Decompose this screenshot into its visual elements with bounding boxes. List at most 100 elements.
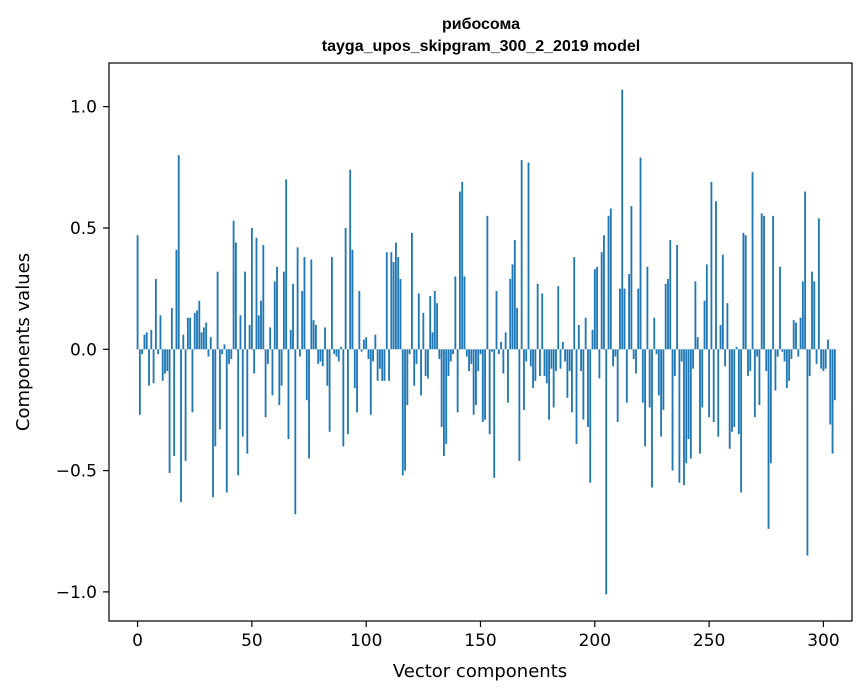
bar-75	[308, 349, 310, 459]
bar-268	[749, 349, 752, 372]
bar-40	[228, 349, 230, 364]
bar-259	[728, 349, 731, 449]
bar-80	[319, 349, 322, 362]
x-axis-label: Vector components	[393, 661, 567, 682]
bar-125	[422, 312, 425, 350]
bar-17	[175, 249, 178, 350]
bar-265	[742, 232, 745, 350]
bar-301	[824, 349, 827, 369]
bar-271	[756, 349, 759, 357]
bar-304	[831, 349, 834, 454]
bar-128	[429, 295, 432, 350]
bar-203	[600, 252, 603, 350]
bar-16	[173, 349, 176, 457]
bar-169	[523, 349, 525, 410]
bar-261	[733, 349, 736, 427]
bar-124	[420, 349, 422, 396]
bar-10	[159, 315, 162, 350]
bar-126	[424, 349, 427, 376]
bar-60	[273, 281, 276, 350]
bar-34	[214, 349, 217, 447]
bar-123	[417, 293, 420, 350]
bar-224	[648, 349, 651, 408]
bar-41	[230, 349, 233, 359]
bar-82	[324, 327, 326, 350]
bar-102	[369, 349, 372, 415]
bar-38	[223, 344, 226, 350]
bar-208	[612, 349, 615, 367]
bar-184	[557, 286, 560, 350]
bar-139	[454, 276, 457, 350]
y-tick-label: 0.5	[70, 219, 97, 239]
bar-168	[520, 160, 523, 350]
bar-199	[591, 329, 594, 350]
bar-109	[385, 252, 388, 350]
bar-106	[378, 349, 381, 369]
bar-107	[381, 349, 384, 381]
bar-121	[413, 349, 416, 386]
bar-99	[362, 339, 365, 350]
x-tick-label: 50	[241, 631, 263, 651]
bar-290	[799, 317, 802, 350]
bar-53	[257, 315, 260, 350]
bar-110	[388, 349, 390, 381]
bar-89	[340, 346, 342, 350]
bar-294	[808, 349, 811, 376]
bar-186	[561, 342, 564, 350]
bar-192	[575, 349, 578, 444]
x-tick-label: 200	[579, 631, 611, 651]
x-axis-ticks: 0 50 100 150 200 250 300	[132, 621, 840, 651]
bars-group	[136, 89, 836, 595]
bar-240	[685, 349, 688, 464]
bar-69	[294, 349, 297, 515]
bar-209	[614, 349, 617, 357]
bar-120	[411, 232, 413, 350]
bar-187	[564, 349, 567, 362]
bar-101	[367, 349, 370, 359]
bar-21	[184, 349, 187, 461]
bar-233	[669, 240, 672, 350]
bar-270	[753, 349, 756, 418]
bar-272	[758, 349, 761, 406]
bar-260	[731, 349, 733, 432]
bar-19	[180, 349, 182, 503]
bar-249	[705, 264, 708, 350]
bar-90	[342, 349, 345, 447]
bar-247	[701, 349, 704, 408]
bar-137	[449, 349, 452, 362]
bar-37	[221, 349, 224, 355]
bar-293	[806, 349, 809, 556]
bar-283	[783, 349, 786, 362]
bar-243	[692, 349, 695, 369]
bar-161	[504, 332, 507, 350]
bar-211	[619, 288, 621, 350]
bar-170	[525, 349, 528, 362]
bar-275	[765, 349, 768, 372]
bar-65	[285, 179, 288, 350]
bar-84	[328, 349, 331, 432]
bar-218	[635, 349, 637, 374]
bar-242	[689, 349, 692, 459]
bar-39	[225, 349, 228, 493]
bar-269	[751, 172, 754, 350]
bar-88	[337, 349, 340, 362]
bar-155	[491, 349, 493, 352]
bar-253	[715, 201, 717, 350]
bar-303	[829, 349, 832, 425]
bar-189	[568, 349, 571, 372]
bar-207	[609, 208, 612, 350]
bar-55	[262, 244, 265, 350]
bar-4	[145, 332, 148, 350]
bar-136	[447, 349, 450, 376]
bar-281	[779, 266, 781, 350]
bar-216	[630, 206, 633, 350]
bar-279	[774, 349, 777, 391]
bar-286	[790, 349, 793, 359]
bar-20	[182, 334, 185, 350]
bar-45	[239, 315, 242, 350]
bar-256	[721, 254, 724, 350]
bar-146	[470, 349, 473, 364]
bar-289	[797, 349, 800, 357]
bar-215	[628, 274, 631, 350]
